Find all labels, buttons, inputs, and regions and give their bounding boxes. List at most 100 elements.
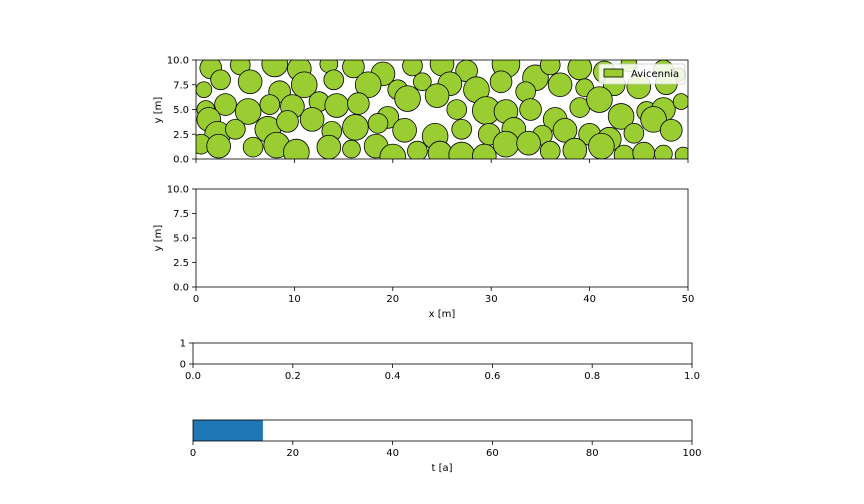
empty-xy-x-ticks: 0 10 20 30 40 50	[193, 287, 695, 305]
tree-circle	[354, 71, 382, 99]
tree-circles-group	[196, 60, 688, 159]
time-progress-frame	[192, 419, 693, 442]
tree-circle	[472, 143, 497, 159]
x-tick-label: 0	[190, 448, 196, 459]
tree-circle	[367, 113, 389, 134]
y-tick-label: 7.5	[173, 80, 189, 91]
tree-circle	[323, 69, 345, 91]
empty-xy-x-axis-label: x [m]	[429, 309, 456, 320]
time-progress-x-ticks: 0 20 40 60 80 100	[190, 441, 702, 459]
empty-xy-frame	[195, 188, 689, 288]
empty-unit-y-ticks: 01	[180, 339, 193, 371]
tree-circle	[547, 72, 573, 98]
tree-circle	[225, 119, 246, 140]
legend-swatch-avicennia	[603, 68, 624, 78]
tree-circle	[206, 133, 231, 159]
stand-map-y-axis-label: y [m]	[153, 97, 164, 124]
tree-circle	[674, 146, 688, 159]
x-tick-label: 80	[586, 448, 599, 459]
x-tick-label: 0.2	[285, 371, 301, 382]
x-tick-label: 0	[193, 294, 199, 305]
y-tick-label: 0.0	[173, 155, 189, 166]
tree-circle	[290, 71, 318, 99]
tree-circle	[407, 140, 428, 159]
tree-circle	[659, 118, 683, 142]
tree-circle	[607, 103, 635, 130]
x-tick-label: 40	[386, 448, 399, 459]
tree-circle	[324, 93, 349, 118]
y-tick-label: 2.5	[173, 130, 189, 141]
tree-circle	[539, 140, 561, 159]
x-tick-label: 1.0	[684, 371, 700, 382]
tree-circle	[424, 83, 450, 108]
tree-circle	[316, 134, 342, 159]
empty-unit-frame	[192, 342, 693, 365]
tree-circle	[672, 93, 688, 110]
stand-map-axes: 0.0 2.5 5.0 7.5 10.0 y [m] Avicennia	[153, 56, 689, 166]
tree-circle	[196, 81, 213, 99]
tree-circle	[242, 136, 264, 158]
x-tick-label: 20	[286, 448, 299, 459]
time-progress-bar	[193, 420, 263, 441]
tree-circle	[394, 85, 421, 112]
legend-label-avicennia: Avicennia	[631, 69, 679, 80]
tree-circle	[261, 60, 288, 78]
tree-circle	[567, 60, 593, 81]
stand-map-y-ticks: 0.0 2.5 5.0 7.5 10.0	[167, 56, 196, 166]
tree-circle	[516, 130, 541, 156]
tree-circle	[379, 143, 407, 159]
tree-circle	[446, 99, 468, 120]
tree-circle	[552, 118, 578, 143]
x-tick-label: 30	[485, 294, 498, 305]
y-tick-label: 5.0	[173, 105, 189, 116]
y-tick-label: 1	[180, 339, 186, 350]
tree-circle	[214, 93, 237, 116]
x-tick-label: 50	[682, 294, 695, 305]
tree-circle	[237, 69, 263, 95]
x-tick-label: 20	[386, 294, 399, 305]
tree-circle	[402, 60, 423, 77]
tree-circle	[210, 69, 231, 91]
tree-circle	[519, 98, 542, 121]
tree-circle	[347, 92, 370, 115]
tree-circle	[342, 60, 365, 79]
tree-circle	[640, 106, 667, 133]
tree-circle	[299, 107, 325, 132]
tree-circle	[492, 130, 520, 158]
x-tick-label: 0.6	[484, 371, 500, 382]
stand-map-x-ticks	[195, 159, 689, 163]
tree-circle	[234, 98, 262, 125]
tree-circle	[283, 138, 310, 159]
tree-circle	[588, 132, 615, 159]
tree-circle	[392, 118, 417, 143]
tree-circle	[539, 60, 561, 76]
tree-circle	[342, 114, 369, 141]
y-tick-label: 10.0	[167, 56, 189, 67]
y-tick-label: 5.0	[173, 234, 189, 245]
tree-circle	[342, 139, 361, 159]
y-tick-label: 10.0	[167, 185, 189, 196]
empty-xy-y-axis-label: y [m]	[153, 225, 164, 252]
tree-circle	[562, 137, 588, 159]
time-progress-x-axis-label: t [a]	[431, 463, 452, 474]
x-tick-label: 0.8	[584, 371, 600, 382]
empty-xy-y-ticks: 0.0 2.5 5.0 7.5 10.0	[167, 185, 196, 294]
tree-circle	[413, 72, 432, 92]
x-tick-label: 0.4	[385, 371, 401, 382]
x-tick-label: 10	[288, 294, 301, 305]
tree-circle	[259, 94, 281, 115]
tree-circle	[623, 122, 645, 144]
x-tick-label: 60	[486, 448, 499, 459]
y-tick-label: 2.5	[173, 258, 189, 269]
tree-circle	[451, 119, 472, 140]
y-tick-label: 0	[180, 360, 186, 371]
tree-circle	[489, 70, 513, 94]
x-tick-label: 40	[583, 294, 596, 305]
tree-circle	[654, 144, 673, 159]
y-tick-label: 0.0	[173, 283, 189, 294]
empty-unit-axes: 01 0.0 0.2 0.4 0.6 0.8 1.0	[180, 339, 700, 383]
y-tick-label: 7.5	[173, 209, 189, 220]
empty-unit-x-ticks: 0.0 0.2 0.4 0.6 0.8 1.0	[185, 364, 700, 382]
time-progress-plot-area	[193, 420, 692, 441]
